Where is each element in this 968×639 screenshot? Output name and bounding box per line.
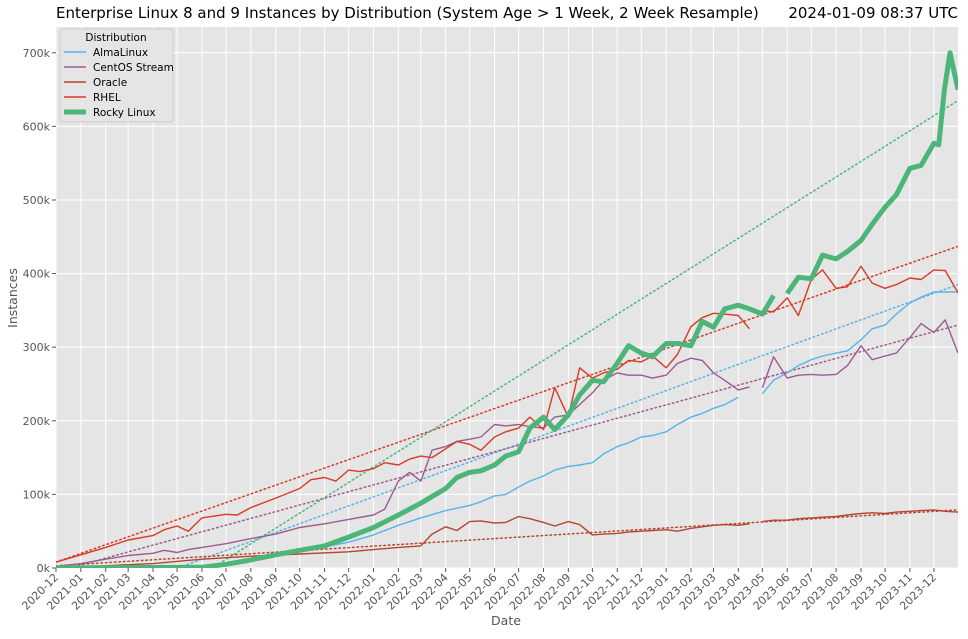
oracle-legend-label: Oracle bbox=[93, 77, 127, 89]
rocky-linux-trend-line bbox=[210, 99, 958, 568]
chart-timestamp: 2024-01-09 08:37 UTC bbox=[788, 4, 958, 22]
y-axis-label: Instances bbox=[5, 268, 20, 328]
y-tick-label: 600k bbox=[23, 120, 51, 133]
legend-items: AlmaLinux CentOS Stream Oracle RHEL Rocky Li… bbox=[64, 47, 174, 119]
centos-stream-series-line bbox=[761, 319, 958, 388]
almalinux-series-line bbox=[761, 291, 958, 395]
centos-stream-trend-line bbox=[66, 324, 958, 568]
centos-stream-legend-label: CentOS Stream bbox=[93, 62, 174, 74]
trend-lines bbox=[56, 99, 958, 568]
almalinux-series-line bbox=[152, 396, 739, 568]
oracle-trend-line bbox=[56, 509, 958, 567]
y-tick-label: 400k bbox=[23, 268, 51, 281]
plot-area bbox=[56, 27, 958, 568]
rhel-series-line bbox=[762, 265, 958, 317]
y-axis: 0k 100k 200k 300k 400k 500k 600k 700k bbox=[23, 47, 56, 575]
rocky-linux-series-line bbox=[56, 294, 776, 568]
almalinux-legend-label: AlmaLinux bbox=[93, 47, 148, 59]
rocky-linux-legend-label: Rocky Linux bbox=[93, 107, 156, 119]
x-axis-label: Date bbox=[491, 613, 521, 628]
rhel-legend-label: RHEL bbox=[93, 92, 121, 104]
oracle-series-line bbox=[762, 509, 958, 523]
y-tick-label: 200k bbox=[23, 415, 51, 428]
y-tick-label: 700k bbox=[23, 47, 51, 60]
y-tick-label: 0k bbox=[37, 562, 51, 575]
rhel-trend-line bbox=[56, 245, 958, 563]
legend: Distribution AlmaLinux CentOS Stream Oracl… bbox=[59, 28, 174, 123]
rocky-linux-series-line bbox=[785, 50, 958, 295]
chart-title: Enterprise Linux 8 and 9 Instances by Di… bbox=[56, 4, 759, 22]
oracle-series-line bbox=[56, 515, 750, 568]
legend-title: Distribution bbox=[85, 32, 146, 44]
y-tick-label: 300k bbox=[23, 341, 51, 354]
y-tick-label: 100k bbox=[23, 488, 51, 501]
centos-stream-series-line bbox=[56, 357, 750, 568]
legend-box bbox=[59, 28, 174, 123]
series-lines bbox=[56, 50, 958, 568]
y-tick-label: 500k bbox=[23, 194, 51, 207]
